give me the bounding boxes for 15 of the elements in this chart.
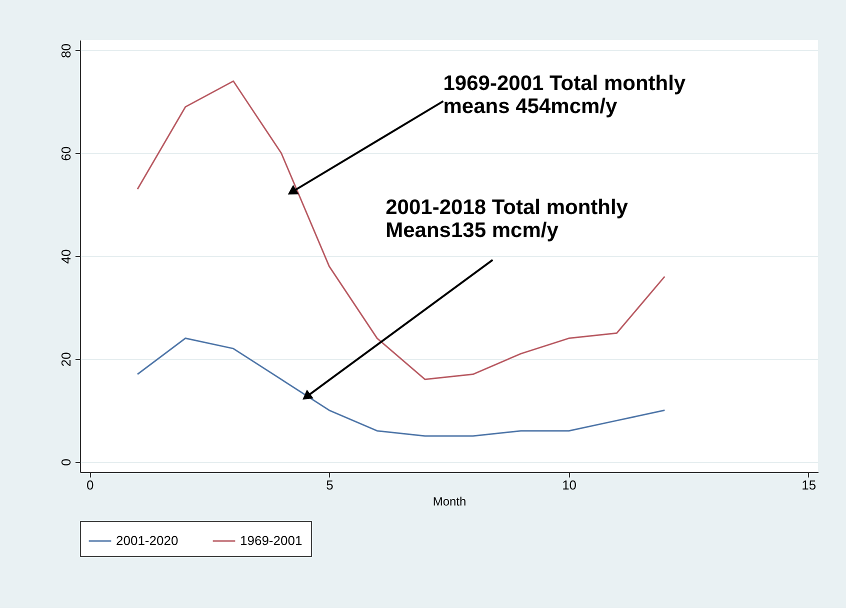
x-tick-label: 5 [326, 478, 334, 492]
x-tick-label: 10 [562, 478, 577, 492]
line-series [136, 338, 666, 437]
annotation: 1969-2001 Total monthly means 454mcm/y [443, 72, 686, 118]
y-tick-label: 60 [58, 146, 74, 161]
y-tick-label: 0 [58, 458, 74, 466]
x-tick-label: 15 [802, 478, 816, 492]
legend-label: 1969-2001 [240, 533, 302, 548]
y-tick-label: 20 [58, 352, 74, 367]
annotation: 2001-2018 Total monthly Means135 mcm/y [386, 196, 628, 242]
y-tick-label: 80 [58, 44, 74, 58]
legend-label: 2001-2020 [116, 533, 178, 548]
y-tick-label: 40 [58, 249, 74, 264]
x-axis-title: Month [432, 494, 466, 508]
x-tick-label: 0 [86, 478, 94, 492]
